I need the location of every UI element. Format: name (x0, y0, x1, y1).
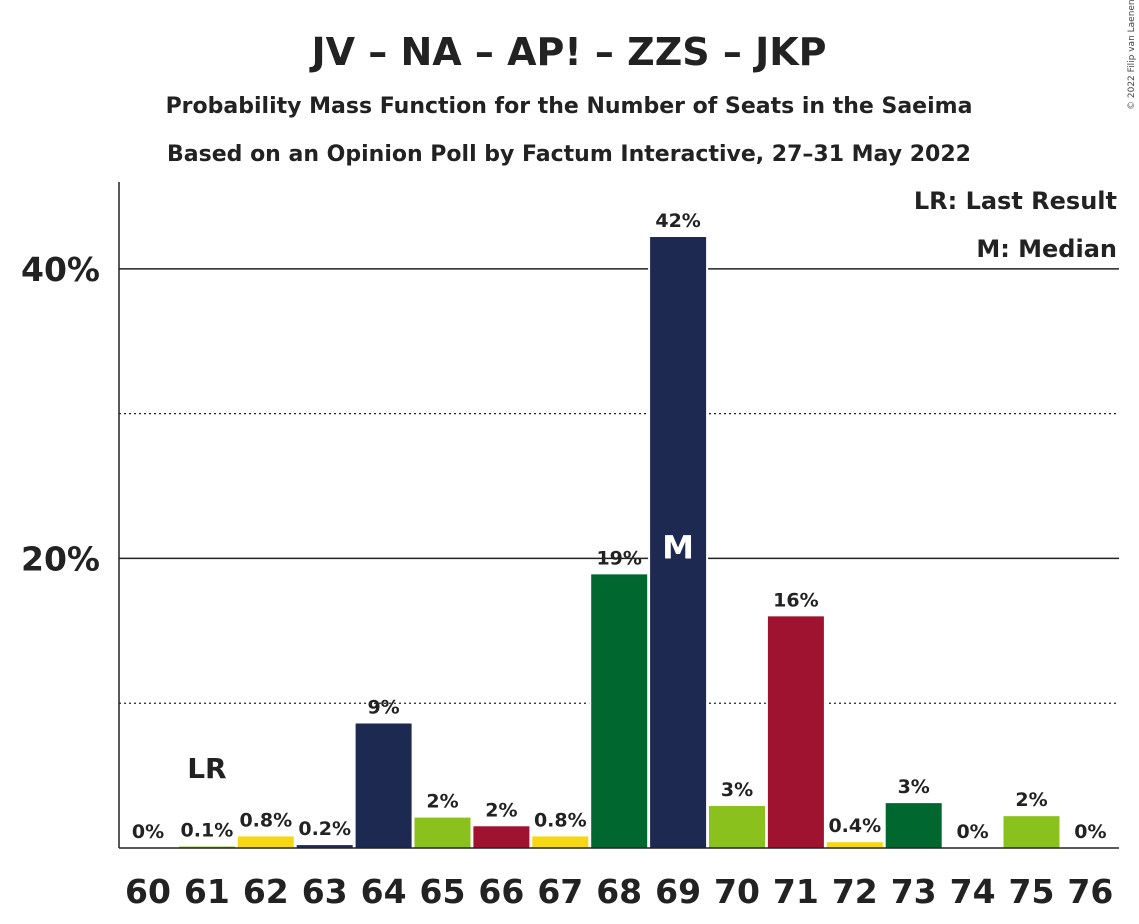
x-tick-71: 71 (773, 872, 819, 911)
chart-title: JV – NA – AP! – ZZS – JKP (308, 30, 826, 74)
value-label-73: 3% (898, 776, 930, 798)
x-tick-60: 60 (125, 872, 171, 911)
value-label-74: 0% (956, 821, 988, 843)
value-label-70: 3% (721, 779, 753, 801)
bar-seat-66 (473, 826, 530, 848)
bar-seat-72 (826, 842, 883, 848)
y-axis-ticks: 20% 40% (21, 250, 100, 579)
bars (176, 236, 1062, 848)
value-label-67: 0.8% (534, 809, 587, 831)
x-tick-70: 70 (714, 872, 760, 911)
value-label-66: 2% (485, 799, 517, 821)
bar-seat-73 (885, 803, 942, 848)
median-marker: M (662, 528, 694, 566)
bar-seat-62 (237, 836, 294, 848)
bar-seat-69 (650, 237, 707, 848)
x-tick-65: 65 (420, 872, 466, 911)
last-result-marker: LR (187, 752, 226, 785)
x-tick-72: 72 (832, 872, 878, 911)
x-tick-64: 64 (361, 872, 407, 911)
x-tick-62: 62 (243, 872, 289, 911)
bar-seat-75 (1003, 816, 1060, 848)
x-tick-63: 63 (302, 872, 348, 911)
x-tick-75: 75 (1009, 872, 1055, 911)
value-label-65: 2% (426, 791, 458, 813)
copyright-credit: © 2022 Filip van Laenen (1127, 0, 1137, 110)
x-tick-69: 69 (655, 872, 701, 911)
value-label-61: 0.1% (181, 820, 234, 842)
value-label-64: 9% (367, 696, 399, 718)
value-labels: 0% 0.1% 0.8% 0.2%9%2% 2% 0.8%19%42%3%16%0.4%3… (132, 210, 1107, 843)
value-label-68: 19% (596, 547, 641, 569)
x-tick-74: 74 (950, 872, 996, 911)
x-tick-68: 68 (596, 872, 642, 911)
bar-seat-63 (296, 845, 353, 848)
chart-subtitle-1: Probability Mass Function for the Number… (166, 94, 973, 119)
value-label-71: 16% (773, 589, 818, 611)
value-label-69: 42% (655, 210, 700, 232)
y-tick-label: 40% (21, 250, 100, 289)
value-label-63: 0.2% (298, 818, 351, 840)
x-tick-73: 73 (891, 872, 937, 911)
x-tick-67: 67 (537, 872, 583, 911)
x-tick-66: 66 (478, 872, 524, 911)
value-label-60: 0% (132, 821, 164, 843)
bar-seat-70 (709, 806, 765, 848)
bar-seat-65 (414, 817, 471, 848)
value-label-72: 0.4% (828, 815, 881, 837)
value-label-76: 0% (1074, 821, 1106, 843)
y-tick-label: 20% (21, 539, 100, 578)
bar-seat-71 (767, 616, 824, 848)
x-tick-76: 76 (1067, 872, 1113, 911)
value-label-62: 0.8% (239, 809, 292, 831)
value-label-75: 2% (1015, 789, 1047, 811)
x-tick-61: 61 (184, 872, 230, 911)
x-axis-ticks: 60 61 62 63 64 65 66 67 68 69 70 71 72 73 74 75 76 (125, 872, 1113, 911)
bar-seat-67 (532, 836, 589, 848)
chart-subtitle-2: Based on an Opinion Poll by Factum Inter… (167, 142, 971, 167)
legend-last-result: LR: Last Result (914, 187, 1117, 215)
bar-seat-64 (355, 723, 412, 848)
bar-seat-68 (591, 574, 648, 848)
legend-median: M: Median (976, 235, 1117, 263)
